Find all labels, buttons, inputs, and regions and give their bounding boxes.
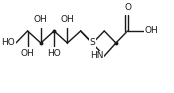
Text: S: S (90, 39, 96, 48)
Text: HN: HN (90, 51, 103, 60)
Text: OH: OH (61, 15, 74, 24)
Text: OH: OH (21, 49, 34, 58)
Text: HO: HO (47, 49, 61, 58)
Text: O: O (124, 3, 131, 12)
Text: OH: OH (34, 15, 48, 24)
Text: OH: OH (145, 27, 159, 35)
Text: HO: HO (1, 39, 15, 48)
